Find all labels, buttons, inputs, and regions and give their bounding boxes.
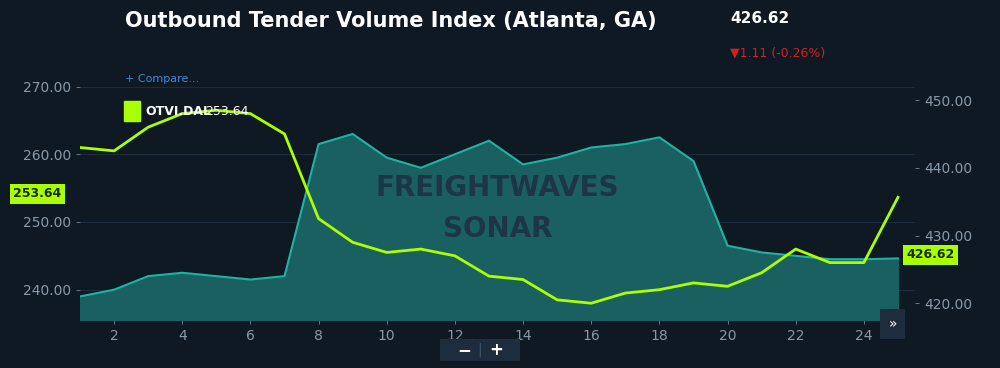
Text: 253.64: 253.64 — [205, 105, 249, 118]
Text: FREIGHTWAVES: FREIGHTWAVES — [376, 174, 619, 202]
Text: −: − — [457, 341, 471, 358]
Text: +: + — [489, 341, 503, 358]
Text: 426.62: 426.62 — [730, 11, 789, 26]
Text: + Compare...: + Compare... — [125, 74, 199, 84]
Text: Outbound Tender Volume Index (Atlanta, GA): Outbound Tender Volume Index (Atlanta, G… — [125, 11, 657, 31]
Text: 426.62: 426.62 — [906, 248, 955, 261]
Text: OTVI.DAL: OTVI.DAL — [145, 105, 211, 118]
Text: ▼1.11 (-0.26%): ▼1.11 (-0.26%) — [730, 46, 825, 59]
Text: 253.64: 253.64 — [13, 187, 62, 200]
Text: »: » — [888, 317, 897, 331]
Text: |: | — [478, 342, 482, 357]
Text: SONAR: SONAR — [443, 215, 552, 243]
